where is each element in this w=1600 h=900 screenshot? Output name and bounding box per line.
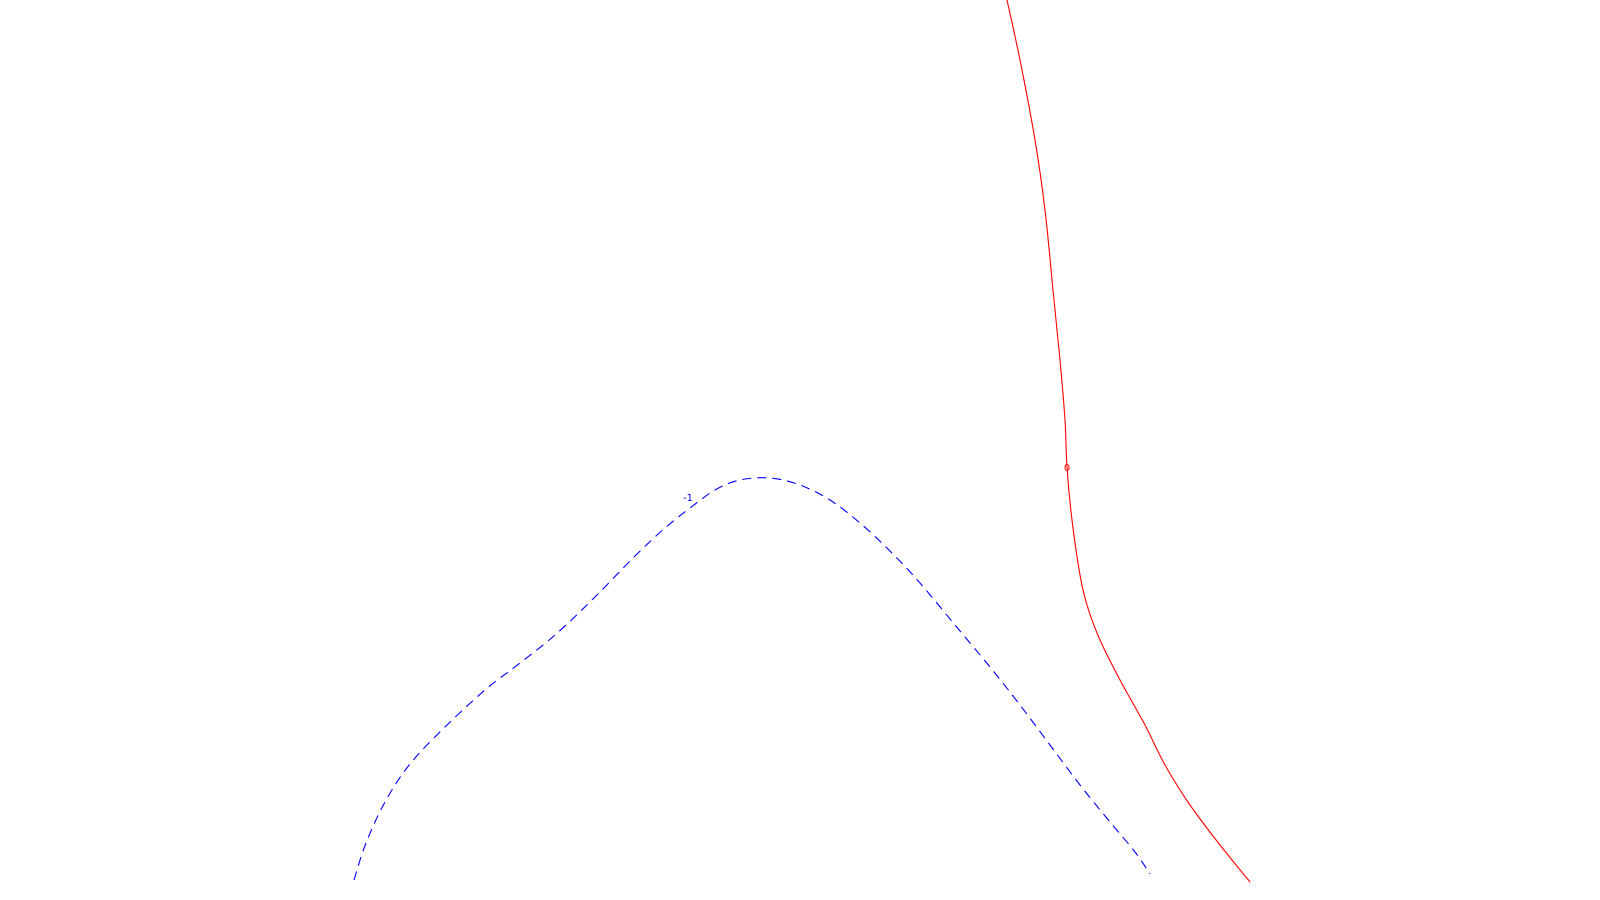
contour-level-label-minus-1: -1 (683, 493, 693, 504)
contour-line-0 (1006, 0, 1251, 883)
contour-series-layer (353, 0, 1251, 883)
contour-level-label-0: 0 (1064, 463, 1070, 474)
contour-label-layer: 0 -1 (683, 463, 1070, 504)
contour-line-minus-1 (353, 477, 1151, 881)
